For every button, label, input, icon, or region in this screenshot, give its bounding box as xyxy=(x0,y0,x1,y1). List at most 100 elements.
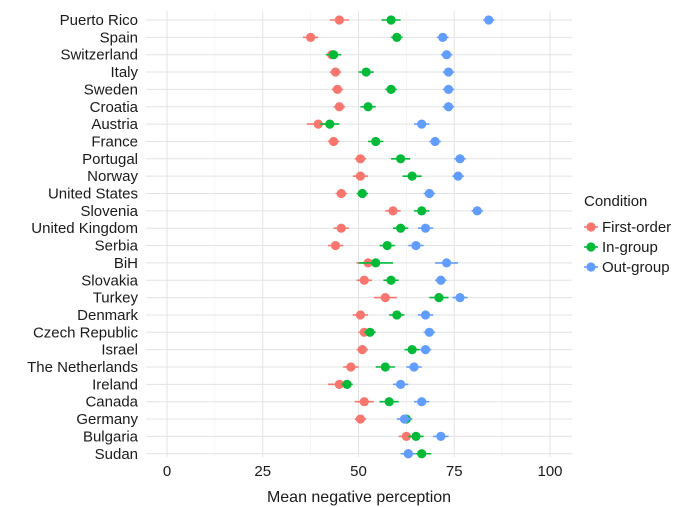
x-tick-label: 0 xyxy=(163,463,171,480)
data-point xyxy=(361,67,371,77)
legend-label: In-group xyxy=(602,239,658,256)
data-point xyxy=(334,379,344,389)
y-tick-label: Spain xyxy=(100,29,138,46)
y-tick-label: United States xyxy=(48,186,138,203)
data-point xyxy=(411,431,421,441)
data-point xyxy=(355,414,366,424)
data-point xyxy=(306,32,316,42)
data-point xyxy=(313,119,323,129)
data-point xyxy=(380,293,390,303)
data-point xyxy=(420,310,431,320)
data-point xyxy=(382,240,392,251)
grid-lines xyxy=(146,11,572,457)
plot-marks xyxy=(302,15,495,459)
y-tick-label: Serbia xyxy=(95,238,139,255)
series-in-group xyxy=(320,15,449,459)
data-point xyxy=(417,449,427,459)
data-point xyxy=(334,102,344,112)
legend-title: Condition xyxy=(584,193,647,210)
data-point xyxy=(396,223,406,233)
data-point xyxy=(380,362,390,372)
y-tick-label: United Kingdom xyxy=(31,220,138,237)
y-tick-label: Turkey xyxy=(93,290,139,307)
data-point xyxy=(434,293,444,303)
data-point xyxy=(396,379,406,389)
x-tick-label: 100 xyxy=(537,463,562,480)
data-point xyxy=(386,15,396,25)
legend-swatch xyxy=(586,222,596,232)
data-point xyxy=(411,240,421,251)
data-point xyxy=(346,362,356,372)
x-axis-labels: 0 25 50 75 100 xyxy=(163,463,563,480)
data-point xyxy=(424,327,434,337)
data-point xyxy=(392,310,402,320)
data-point xyxy=(443,67,454,77)
data-point xyxy=(417,206,427,216)
data-point xyxy=(436,431,446,441)
data-point xyxy=(484,15,494,25)
y-tick-label: Sudan xyxy=(95,446,138,463)
legend-item: First-order xyxy=(584,219,671,236)
data-point xyxy=(342,379,352,389)
data-point xyxy=(392,32,402,42)
y-tick-label: Slovenia xyxy=(80,203,138,220)
data-point xyxy=(325,119,335,129)
y-tick-label: Slovakia xyxy=(81,272,138,289)
y-tick-label: Portugal xyxy=(82,151,138,168)
x-tick-label: 50 xyxy=(350,463,367,480)
y-tick-label: Ireland xyxy=(92,376,138,393)
y-tick-label: Germany xyxy=(76,411,138,428)
y-tick-label: Norway xyxy=(87,168,138,185)
y-tick-label: Austria xyxy=(91,116,138,133)
data-point xyxy=(330,67,341,77)
legend-swatch xyxy=(586,262,596,272)
y-tick-label: Puerto Rico xyxy=(60,12,138,29)
data-point xyxy=(430,136,440,147)
data-point xyxy=(420,223,431,233)
y-tick-label: The Netherlands xyxy=(27,359,138,376)
data-point xyxy=(334,15,344,25)
y-tick-label: Canada xyxy=(85,394,138,411)
y-tick-label: Switzerland xyxy=(60,47,138,64)
y-tick-label: Sweden xyxy=(84,81,138,98)
data-point xyxy=(371,258,381,268)
x-tick-label: 25 xyxy=(254,463,271,480)
y-tick-label: Israel xyxy=(101,342,138,359)
data-point xyxy=(436,275,446,285)
legend-swatch xyxy=(586,242,596,252)
data-point xyxy=(329,136,339,147)
data-point xyxy=(453,171,463,181)
data-point xyxy=(455,154,465,164)
series-out-group xyxy=(392,15,495,459)
data-point xyxy=(409,362,419,372)
data-point xyxy=(388,206,398,216)
legend: Condition First-order In-group Out-group xyxy=(584,193,671,276)
legend-label: First-order xyxy=(602,219,671,236)
data-point xyxy=(363,102,373,112)
y-tick-label: Denmark xyxy=(77,307,138,324)
y-tick-label: Italy xyxy=(110,64,138,81)
y-axis-labels: Puerto RicoSpainSwitzerlandItalySwedenCr… xyxy=(27,12,139,463)
data-point xyxy=(336,223,346,233)
data-point xyxy=(417,397,427,407)
data-point xyxy=(417,119,427,129)
data-point xyxy=(441,50,452,60)
data-point xyxy=(420,345,431,355)
data-point xyxy=(407,171,417,181)
data-point xyxy=(329,50,339,60)
data-point xyxy=(396,154,406,164)
data-point xyxy=(355,154,366,164)
data-point xyxy=(384,397,394,407)
data-point xyxy=(386,275,396,285)
data-point xyxy=(332,84,343,94)
data-point xyxy=(359,275,369,285)
data-point xyxy=(330,240,341,251)
data-point xyxy=(443,84,454,94)
legend-item: In-group xyxy=(584,239,658,256)
y-tick-label: BiH xyxy=(114,255,138,272)
data-point xyxy=(355,171,366,181)
legend-label: Out-group xyxy=(602,259,670,276)
data-point xyxy=(336,188,346,199)
data-point xyxy=(403,449,413,459)
data-point xyxy=(401,431,411,441)
